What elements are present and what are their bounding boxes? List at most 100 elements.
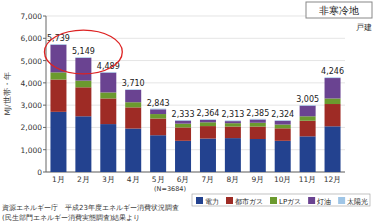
bar-segment <box>75 87 91 116</box>
legend-label: 太陽光 <box>347 198 368 206</box>
bar-segment <box>250 120 266 123</box>
bar-segment <box>100 124 116 172</box>
bar-segment <box>200 126 216 138</box>
bar-segment <box>300 121 316 137</box>
legend-label: 灯油 <box>317 198 331 206</box>
source-text: 資源エネルギー庁 平成23年度エネルギー消費状況調査 <box>2 204 179 212</box>
bar-segment <box>225 127 241 139</box>
bar-segment <box>100 92 116 98</box>
bar-segment <box>175 121 191 124</box>
total-label: 2,364 <box>197 109 220 118</box>
bar-segment <box>250 127 266 139</box>
grid-line <box>46 16 345 17</box>
bar-segment <box>75 58 91 81</box>
legend-swatch <box>270 197 277 204</box>
bar-segment <box>50 44 66 46</box>
highlight-ellipse <box>44 30 122 74</box>
x-tick-label: 7月 <box>202 175 215 184</box>
bar-segment <box>125 129 141 172</box>
bar-segment <box>250 139 266 172</box>
total-label: 2,385 <box>246 109 269 118</box>
bar-segment <box>175 120 191 122</box>
bar-segment <box>175 141 191 172</box>
bar-segment <box>300 105 316 107</box>
x-tick-label: 10月 <box>274 175 292 184</box>
bar-segment <box>50 112 66 172</box>
bar-segment <box>150 108 166 110</box>
bar-segment <box>275 120 291 122</box>
y-tick-label: 3,000 <box>21 101 43 110</box>
bar-segment <box>325 98 341 104</box>
bar-segment <box>175 124 191 128</box>
bar-segment <box>150 114 166 118</box>
bar-segment <box>50 80 66 112</box>
x-tick-label: 3月 <box>102 175 115 184</box>
total-label: 2,324 <box>271 110 294 119</box>
x-tick-label: 12月 <box>324 175 342 184</box>
legend-swatch <box>226 197 233 204</box>
legend-swatch <box>338 197 345 204</box>
bars <box>50 44 340 172</box>
bar-segment <box>325 77 341 79</box>
total-label: 2,313 <box>221 110 244 119</box>
bar-segment <box>225 123 241 126</box>
total-label: 3,710 <box>122 79 145 88</box>
bar-segment <box>125 102 141 107</box>
region-label: 非寒冷地 <box>319 5 359 16</box>
bar-segment <box>250 118 266 120</box>
legend-label: 電力 <box>205 198 219 206</box>
y-tick-label: 4,000 <box>21 79 43 88</box>
x-tick-label: 9月 <box>251 175 264 184</box>
bar-segment <box>150 109 166 114</box>
total-label: 3,005 <box>296 95 319 104</box>
bar-segment <box>225 121 241 123</box>
bar-segment <box>100 98 116 124</box>
source-text: (民生部門エネルギー消費実態調査)結果より <box>2 214 140 222</box>
x-tick-label: 8月 <box>226 175 239 184</box>
bar-segment <box>200 139 216 172</box>
bar-segment <box>325 78 341 98</box>
bar-segment <box>275 128 291 140</box>
legend-label: LPガス <box>279 198 301 206</box>
chart: 01,0002,0003,0004,0005,0006,0007,000MJ/世… <box>0 0 376 224</box>
legend-swatch <box>196 197 203 204</box>
legend-swatch <box>308 197 315 204</box>
x-tick-label: 6月 <box>177 175 190 184</box>
y-tick-label: 5,000 <box>21 57 43 66</box>
y-tick-label: 2,000 <box>21 123 43 132</box>
bar-segment <box>175 127 191 140</box>
bar-segment <box>75 116 91 172</box>
x-tick-label: 11月 <box>299 175 317 184</box>
bar-segment <box>75 57 91 59</box>
y-tick-label: 1,000 <box>21 146 43 155</box>
bar-segment <box>300 106 316 117</box>
region-box <box>306 2 372 18</box>
bar-segment <box>200 122 216 126</box>
bar-segment <box>125 89 141 91</box>
y-tick-label: 7,000 <box>21 12 43 21</box>
bar-segment <box>250 123 266 127</box>
total-label: 4,246 <box>321 67 344 76</box>
bar-segment <box>200 119 216 121</box>
x-tick-label: 4月 <box>127 175 140 184</box>
x-tick-label: 1月 <box>52 175 65 184</box>
bar-segment <box>200 120 216 122</box>
bar-segment <box>150 119 166 136</box>
grid-line <box>46 38 345 39</box>
bar-segment <box>325 126 341 172</box>
bar-segment <box>225 138 241 172</box>
bar-segment <box>275 125 291 129</box>
legend-label: 都市ガス <box>235 198 263 206</box>
total-label: 2,843 <box>147 99 170 108</box>
bar-segment <box>275 141 291 172</box>
house-type: 戸建 <box>356 23 372 32</box>
bar-segment <box>325 104 341 126</box>
bar-segment <box>275 121 291 125</box>
bar-segment <box>50 72 66 79</box>
bar-segment <box>300 116 316 120</box>
bar-segment <box>150 135 166 172</box>
bar-segment <box>75 81 91 88</box>
bar-segment <box>225 120 241 122</box>
y-tick-label: 6,000 <box>21 34 43 43</box>
legend-box <box>192 194 370 206</box>
